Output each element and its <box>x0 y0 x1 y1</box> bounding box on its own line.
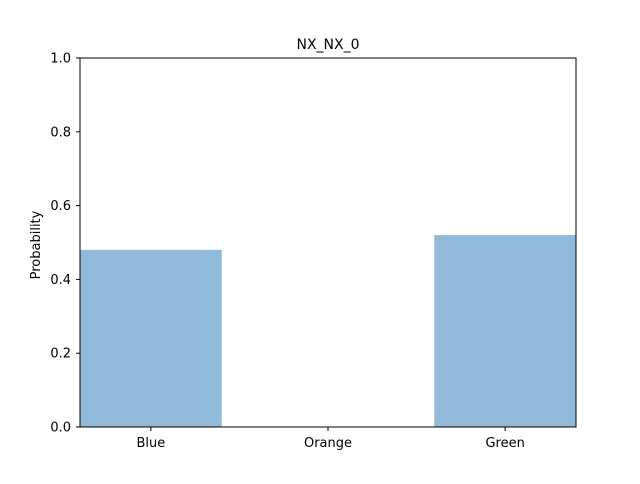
y-tick-label: 0.6 <box>50 199 71 214</box>
y-tick-label: 0.0 <box>50 421 71 436</box>
x-tick-label: Blue <box>136 436 165 451</box>
bar-blue <box>80 249 222 427</box>
y-tick-label: 1.0 <box>50 52 71 67</box>
bar-green <box>434 235 576 427</box>
x-tick-label: Orange <box>304 436 352 451</box>
bars-group <box>80 235 576 427</box>
y-tick-label: 0.4 <box>50 273 71 288</box>
y-axis-label: Probability <box>29 210 44 279</box>
y-axis-ticks: 0.0 0.2 0.4 0.6 0.8 1.0 <box>50 52 80 436</box>
chart-title: NX_NX_0 <box>296 37 359 53</box>
y-tick-label: 0.8 <box>50 125 71 140</box>
x-axis-ticks: Blue Orange Green <box>136 427 525 451</box>
x-tick-label: Green <box>485 436 524 451</box>
y-tick-label: 0.2 <box>50 347 71 362</box>
plot-frame <box>79 57 577 428</box>
